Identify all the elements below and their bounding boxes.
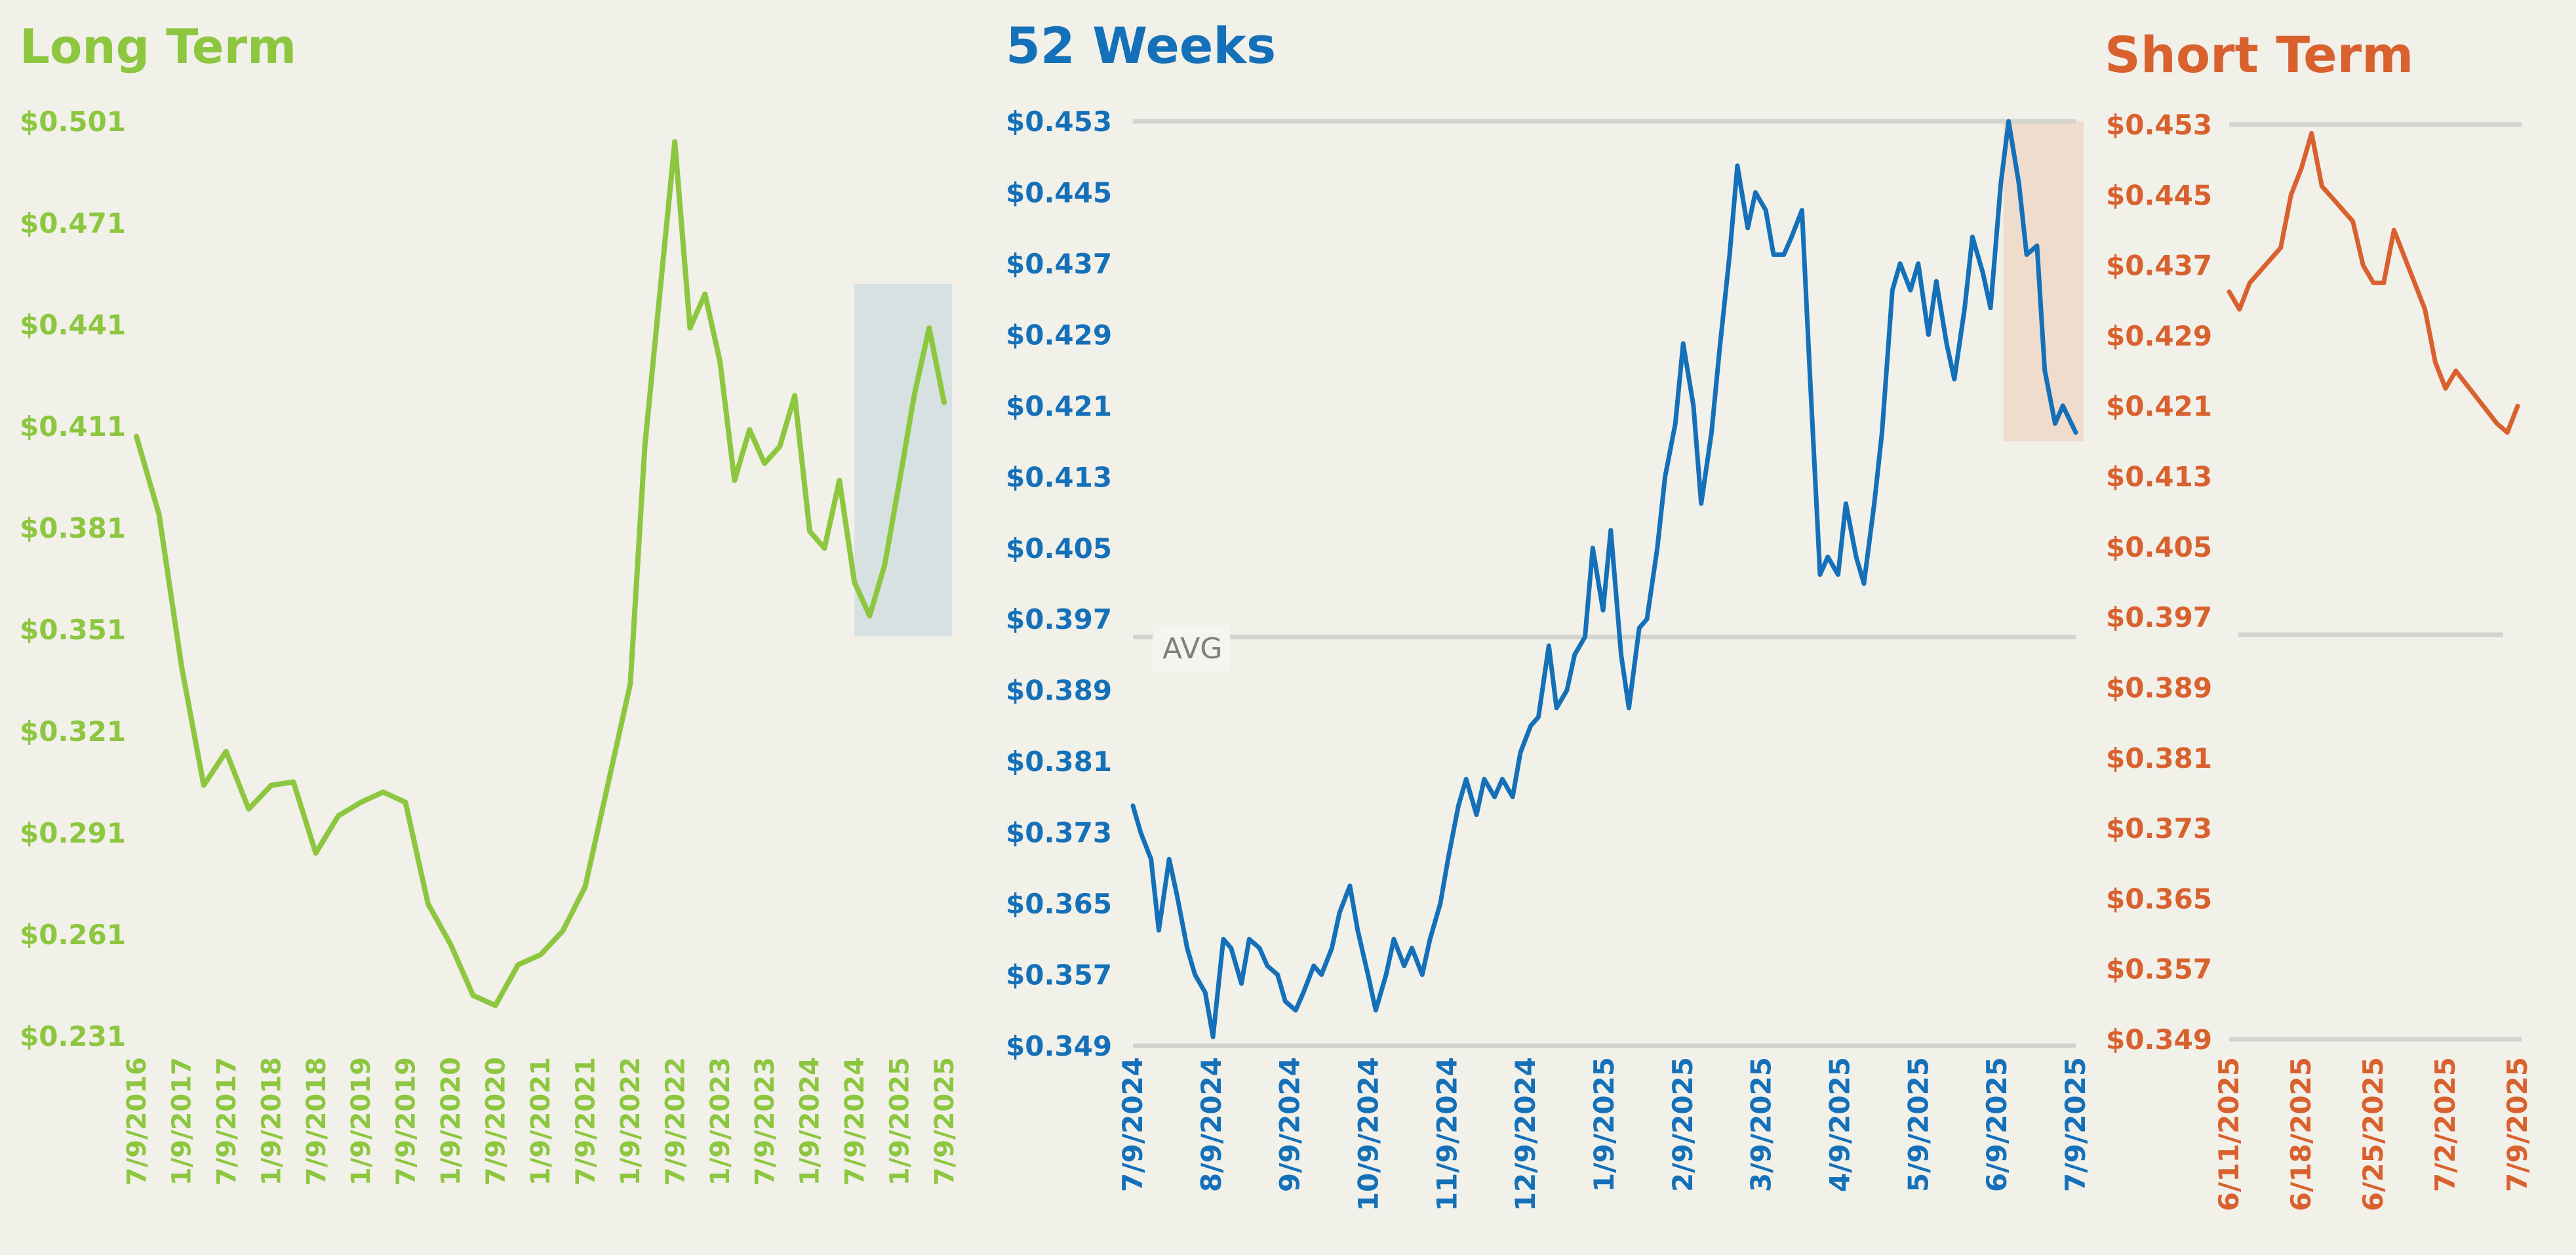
weeks52-x-tick-label: 1/9/2025 <box>1588 1057 1620 1192</box>
long_term-y-tick-label: $0.471 <box>20 207 126 239</box>
weeks52-x-tick-label: 12/9/2024 <box>1509 1057 1541 1211</box>
long_term-y-tick-label: $0.441 <box>20 309 126 341</box>
long_term-y-tick-label: $0.501 <box>20 106 126 138</box>
weeks52-y-tick-label: $0.397 <box>1006 603 1112 635</box>
short_term-y-tick-label: $0.429 <box>2106 320 2212 352</box>
weeks52-y-tick-label: $0.413 <box>1006 461 1112 493</box>
weeks52-x-tick-label: 7/9/2024 <box>1117 1057 1149 1192</box>
long_term-x-tick-label: 7/9/2022 <box>660 1057 690 1185</box>
short_term-y-tick-label: $0.397 <box>2106 601 2212 633</box>
long_term-x-tick-label: 1/9/2019 <box>346 1057 376 1185</box>
weeks52-y-tick-label: $0.357 <box>1006 959 1112 991</box>
long-term-price-line <box>134 139 947 1008</box>
short_term-y-tick-label: $0.373 <box>2106 812 2212 845</box>
long_term-y-tick-label: $0.411 <box>20 410 126 443</box>
long_term-x-tick-label: 7/9/2025 <box>930 1057 960 1185</box>
weeks52-y-axis: $0.453 $0.445 $0.437 $0.429 $0.421 $0.413 $0.4… <box>1006 106 1112 1062</box>
short_term-x-tick-label: 6/18/2025 <box>2285 1057 2317 1211</box>
short-term-x-axis: 6/11/2025 6/18/2025 6/25/2025 7/2/2025 7/9/2… <box>2213 1057 2533 1211</box>
short_term-y-tick-label: $0.445 <box>2106 179 2212 211</box>
short_term-y-tick-label: $0.349 <box>2106 1024 2212 1056</box>
weeks52-y-tick-label: $0.389 <box>1006 675 1112 707</box>
weeks52-x-tick-label: 8/9/2024 <box>1195 1057 1227 1192</box>
weeks52-price-line <box>1130 119 2078 1039</box>
long-term-y-axis: $0.501 $0.471 $0.441 $0.411 $0.381 $0.351 $0.3… <box>20 106 126 1052</box>
long_term-x-tick-label: 1/9/2023 <box>705 1057 736 1185</box>
long_term-x-tick-label: 7/9/2016 <box>122 1057 152 1185</box>
short_term-y-tick-label: $0.381 <box>2106 742 2212 774</box>
long_term-x-tick-label: 1/9/2017 <box>167 1057 197 1185</box>
weeks52-y-tick-label: $0.445 <box>1006 176 1112 209</box>
short_term-y-tick-label: $0.357 <box>2106 953 2212 986</box>
weeks52-y-tick-label: $0.349 <box>1006 1030 1112 1062</box>
weeks52-y-tick-label: $0.373 <box>1006 817 1112 849</box>
weeks52-title: 52 Weeks <box>1006 16 1276 75</box>
long_term-y-tick-label: $0.381 <box>20 512 126 544</box>
long_term-x-tick-label: 7/9/2019 <box>391 1057 422 1185</box>
long_term-y-tick-label: $0.261 <box>20 919 126 951</box>
weeks52-x-tick-label: 2/9/2025 <box>1667 1057 1699 1192</box>
weeks52-y-tick-label: $0.381 <box>1006 746 1112 778</box>
weeks52-x-tick-label: 6/9/2025 <box>1981 1057 2013 1192</box>
long_term-x-tick-label: 1/9/2020 <box>436 1057 466 1185</box>
long_term-x-tick-label: 1/9/2021 <box>526 1057 556 1185</box>
long_term-y-tick-label: $0.231 <box>20 1020 126 1052</box>
short_term-y-tick-label: $0.389 <box>2106 671 2212 704</box>
avg-label: AVG <box>1162 632 1222 666</box>
weeks52-x-tick-label: 7/9/2025 <box>2059 1057 2091 1192</box>
weeks52-x-tick-label: 4/9/2025 <box>1824 1057 1856 1192</box>
long_term-x-tick-label: 7/9/2024 <box>840 1057 870 1185</box>
long_term-y-tick-label: $0.291 <box>20 817 126 849</box>
short_term-x-tick-label: 7/2/2025 <box>2429 1057 2461 1192</box>
weeks52-reference-lines <box>1133 119 2076 1048</box>
weeks52-x-tick-label: 9/9/2024 <box>1274 1057 1306 1192</box>
long_term-x-tick-label: 7/9/2021 <box>570 1057 601 1185</box>
weeks52-x-tick-label: 5/9/2025 <box>1902 1057 1934 1192</box>
avg-label-box <box>1153 626 1230 671</box>
weeks52-chart: 52 Weeks AVG $0.453$0.445$0.437$0.429$0.… <box>1006 16 2091 1211</box>
short_term-y-tick-label: $0.453 <box>2106 109 2212 141</box>
weeks52-x-tick-label: 11/9/2024 <box>1431 1057 1463 1211</box>
long-term-title: Long Term <box>20 19 296 74</box>
short-term-chart: Short Term $0.453 $0.445 $0.437 $0.429 $0.42… <box>2105 26 2533 1211</box>
long_term-y-tick-label: $0.321 <box>20 715 126 747</box>
short_term-x-tick-label: 6/25/2025 <box>2357 1057 2389 1211</box>
long_term-y-tick-label: $0.351 <box>20 614 126 646</box>
long_term-x-tick-label: 7/9/2017 <box>212 1057 242 1185</box>
weeks52-x-tick-label: 3/9/2025 <box>1745 1057 1777 1192</box>
weeks52-x-axis: 7/9/2024 8/9/2024 9/9/2024 10/9/2024 11/9/20… <box>1117 1057 2091 1211</box>
long_term-x-tick-label: 1/9/2018 <box>256 1057 287 1185</box>
short-term-price-line <box>2227 130 2520 435</box>
weeks52-y-tick-label: $0.437 <box>1006 248 1112 280</box>
long_term-x-tick-label: 1/9/2024 <box>795 1057 825 1185</box>
long_term-x-tick-label: 1/9/2025 <box>885 1057 915 1185</box>
long_term-x-tick-label: 1/9/2022 <box>616 1057 646 1185</box>
weeks52-y-tick-label: $0.365 <box>1006 888 1112 920</box>
long_term-x-tick-label: 7/9/2023 <box>750 1057 780 1185</box>
short_term-x-tick-label: 7/9/2025 <box>2501 1057 2533 1192</box>
long-term-chart: Long Term $0.501 $0.471 $0.441 $0.411 $0.381… <box>20 19 960 1185</box>
weeks52-x-tick-label: 10/9/2024 <box>1353 1057 1385 1211</box>
short-term-reference-lines <box>2229 122 2522 1042</box>
short_term-y-tick-label: $0.413 <box>2106 461 2212 493</box>
long_term-x-tick-label: 7/9/2020 <box>481 1057 511 1185</box>
short_term-y-tick-label: $0.421 <box>2106 390 2212 422</box>
long_term-x-tick-label: 7/9/2018 <box>302 1057 332 1185</box>
weeks52-y-tick-label: $0.453 <box>1006 106 1112 138</box>
short_term-y-tick-label: $0.365 <box>2106 883 2212 915</box>
short_term-y-tick-label: $0.437 <box>2106 250 2212 282</box>
short-term-title: Short Term <box>2105 26 2413 84</box>
weeks52-y-tick-label: $0.429 <box>1006 319 1112 351</box>
weeks52-y-tick-label: $0.421 <box>1006 390 1112 422</box>
short_term-y-tick-label: $0.405 <box>2106 531 2212 563</box>
weeks52-y-tick-label: $0.405 <box>1006 532 1112 565</box>
short-term-y-axis: $0.453 $0.445 $0.437 $0.429 $0.421 $0.413 $0.4… <box>2106 109 2212 1056</box>
short_term-x-tick-label: 6/11/2025 <box>2213 1057 2245 1211</box>
long-term-x-axis: 7/9/2016 1/9/2017 7/9/2017 1/9/2018 7/9/2018… <box>122 1057 960 1185</box>
